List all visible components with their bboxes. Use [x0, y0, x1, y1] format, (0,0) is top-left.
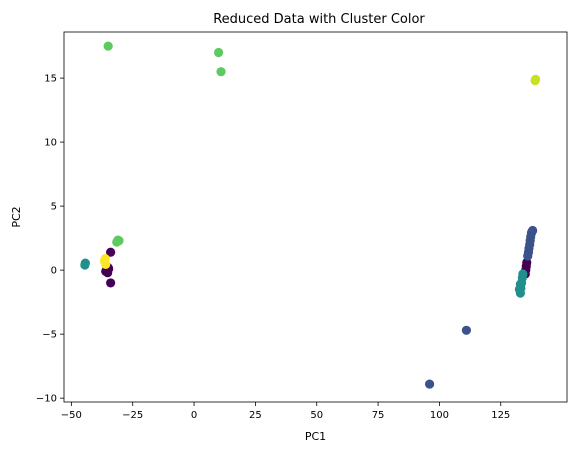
- data-point: [106, 247, 116, 257]
- y-axis-label: PC2: [10, 206, 23, 227]
- y-tick-label: −10: [36, 394, 57, 405]
- data-point: [80, 258, 90, 268]
- data-point: [106, 278, 116, 288]
- x-tick-label: 0: [191, 410, 197, 421]
- x-tick-label: 50: [310, 410, 323, 421]
- data-point: [518, 269, 528, 279]
- chart-title: Reduced Data with Cluster Color: [213, 12, 425, 27]
- data-point: [100, 254, 110, 264]
- data-point: [103, 41, 113, 51]
- x-tick-label: −50: [61, 410, 82, 421]
- y-tick-label: 10: [44, 138, 57, 149]
- x-tick-label: 100: [430, 410, 449, 421]
- x-tick-label: 25: [249, 410, 262, 421]
- data-point: [528, 225, 538, 236]
- y-tick-label: 5: [51, 202, 57, 213]
- data-point: [514, 284, 524, 294]
- data-point: [530, 74, 541, 84]
- data-point: [114, 236, 124, 246]
- y-axis-ticks: −10 −5 0 5 10 15: [36, 74, 64, 405]
- x-tick-label: −25: [122, 410, 143, 421]
- plot-frame: [63, 31, 568, 403]
- data-point: [461, 325, 471, 335]
- data-point: [216, 67, 226, 77]
- data-point: [424, 379, 435, 389]
- data-point: [213, 47, 224, 58]
- y-tick-label: 15: [44, 74, 57, 85]
- data-points: [80, 41, 541, 389]
- x-axis-label: PC1: [305, 430, 326, 443]
- y-tick-label: 0: [51, 266, 57, 277]
- y-tick-label: −5: [42, 330, 57, 341]
- x-tick-label: 125: [491, 410, 510, 421]
- x-tick-label: 75: [372, 410, 385, 421]
- x-axis-ticks: −50 −25 0 25 50 75 100 125: [61, 402, 510, 421]
